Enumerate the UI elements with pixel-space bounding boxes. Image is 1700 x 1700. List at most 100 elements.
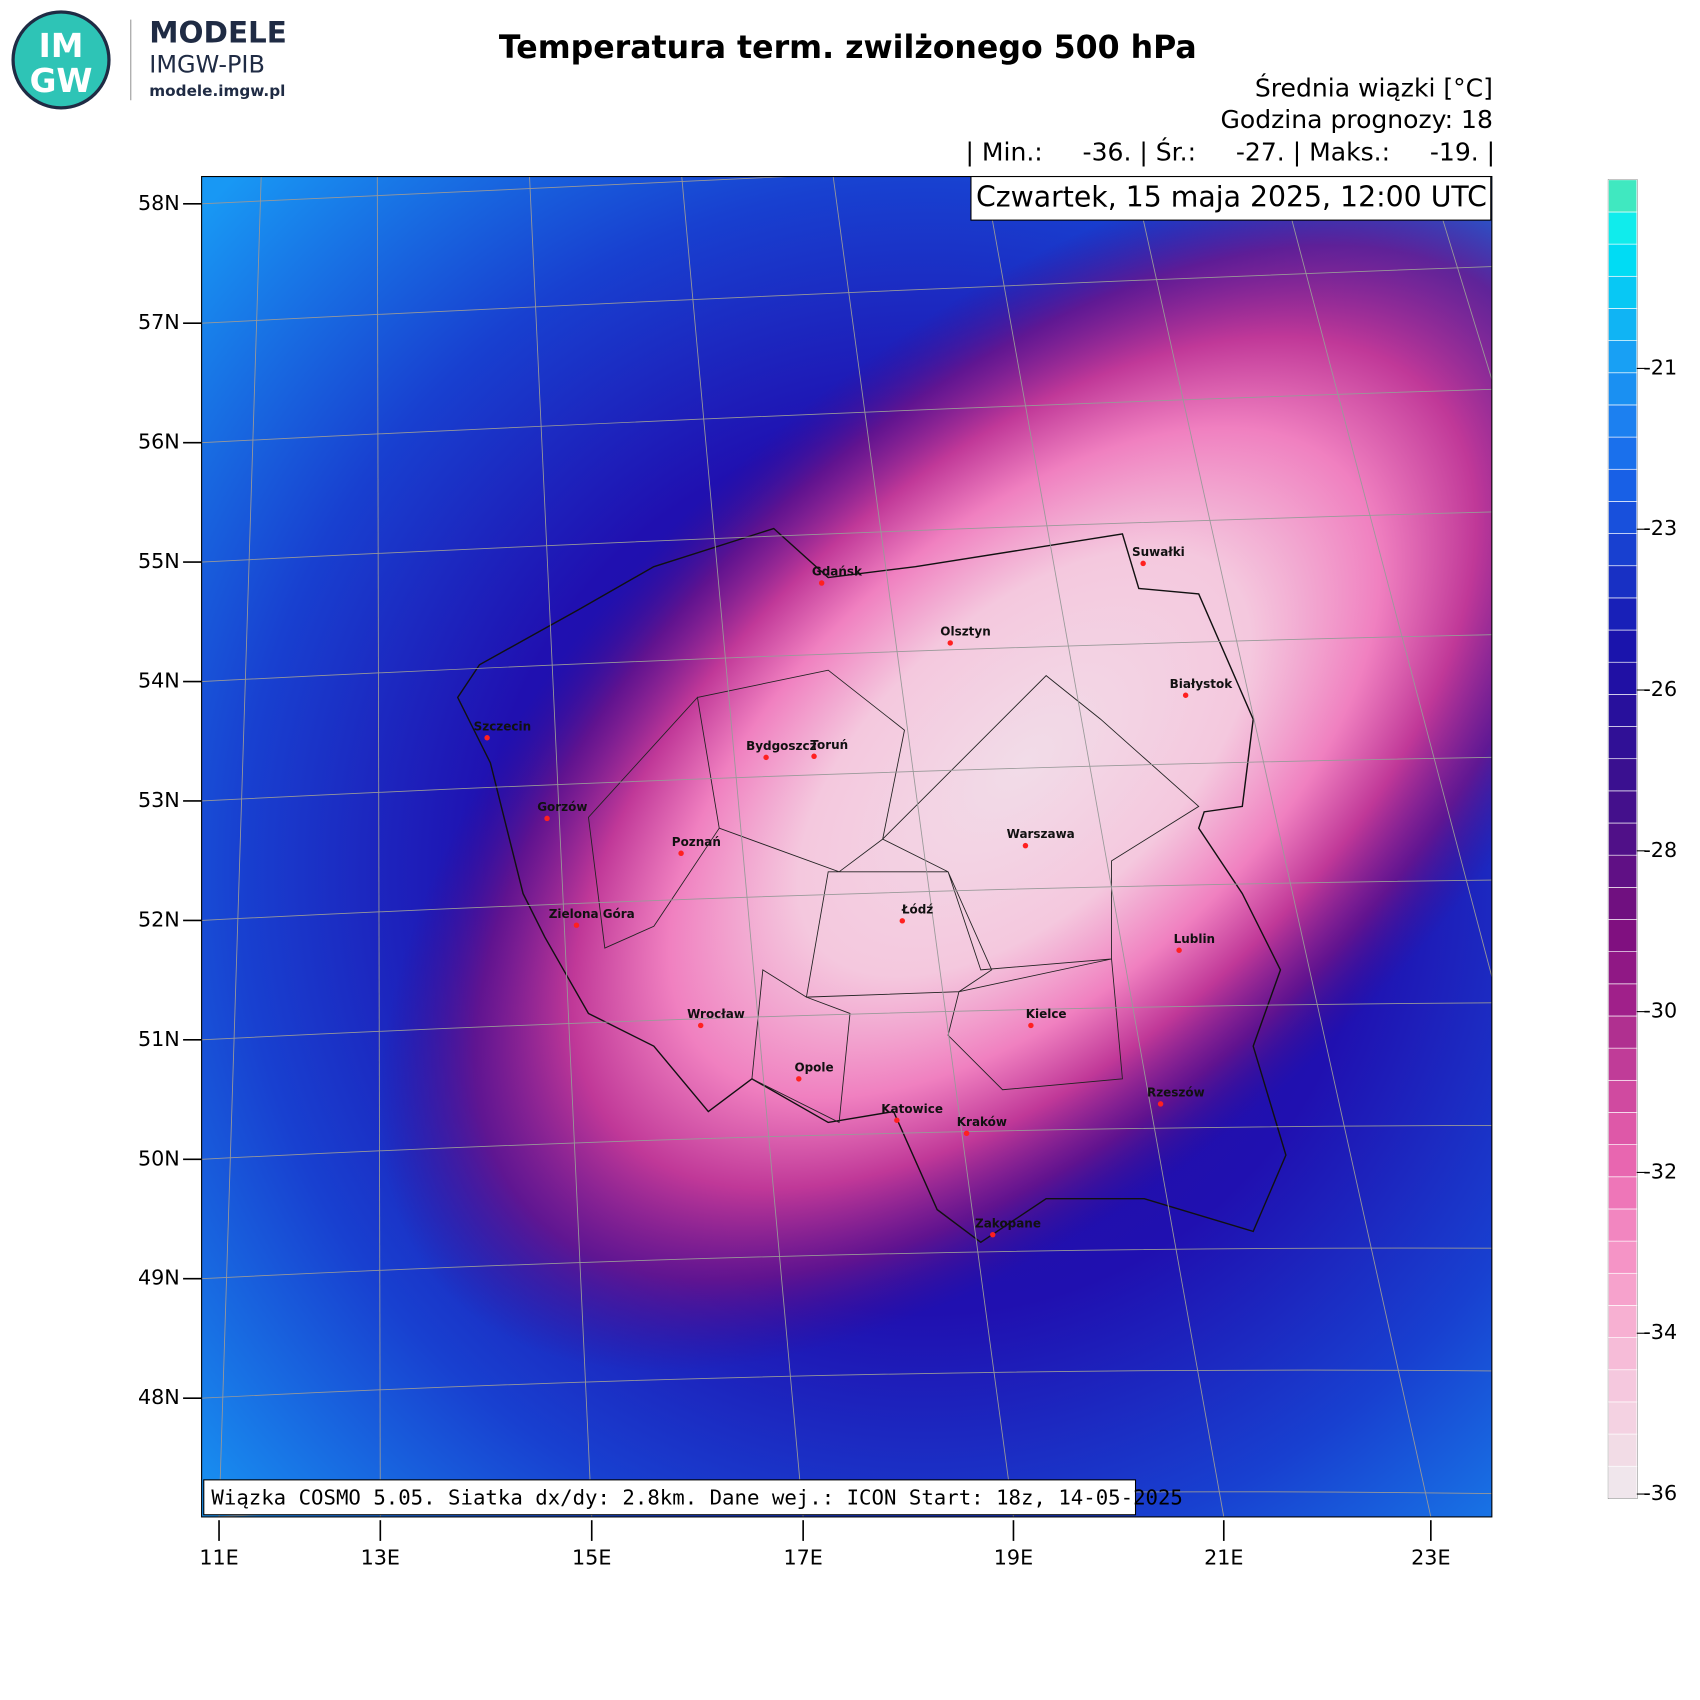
city-label: Łódź [901, 902, 933, 916]
logo-url: modele.imgw.pl [149, 82, 285, 100]
meridian [114, 177, 185, 1517]
region-borders [588, 669, 1200, 1124]
colorbar-segment [1608, 243, 1638, 277]
city-dot [544, 815, 550, 822]
date: Czwartek, 15 maja 2025, 12:00 UTC [976, 180, 1487, 213]
colorbar-segment [1608, 1401, 1638, 1435]
colorbar-tick-label: -23 [1643, 516, 1677, 540]
poland-border [456, 527, 1287, 1244]
lon-label: 13E [361, 1545, 400, 1569]
city-label: Zakopane [975, 1216, 1041, 1230]
city-label: Wrocław [687, 1007, 745, 1021]
city-dot [1157, 1101, 1164, 1107]
city-label: Kraków [957, 1115, 1007, 1129]
parallel [201, 511, 1492, 563]
colorbar-tick-label: -36 [1643, 1481, 1677, 1505]
city-dot [899, 918, 906, 924]
lon-label: 11E [199, 1545, 238, 1569]
colorbar-segment [1608, 436, 1638, 470]
city-dot [763, 754, 769, 761]
city-label: Suwałki [1132, 545, 1185, 559]
colorbar-segment [1608, 1465, 1638, 1499]
city-label: Białystok [1170, 677, 1234, 691]
colorbar-segment [1608, 1433, 1638, 1467]
meridian [984, 176, 1225, 1517]
colorbar-segment [1608, 340, 1638, 374]
city-dot [818, 580, 825, 586]
colorbar-segment [1608, 758, 1638, 792]
colorbar-segment [1608, 1305, 1638, 1338]
city-label: Rzeszów [1147, 1086, 1205, 1100]
parallel [201, 1002, 1492, 1041]
city-dot [894, 1117, 900, 1123]
lat-label: 56N [138, 430, 180, 454]
colorbar-segment [1608, 275, 1638, 309]
city-label: Gdańsk [812, 565, 863, 579]
colorbar-tick-label: -21 [1643, 355, 1677, 379]
city-dot [811, 753, 817, 760]
colorbar-segment [1608, 726, 1638, 760]
city-label: Opole [794, 1060, 833, 1074]
logo-abbr-bottom: GW [30, 62, 93, 100]
parallel [201, 1369, 1492, 1399]
city-dot [573, 922, 580, 928]
colorbar-segment [1608, 308, 1638, 341]
lat-label: 52N [138, 907, 180, 931]
colorbar-segment [1608, 1112, 1638, 1145]
city-dot [1176, 947, 1182, 953]
city-dot [963, 1130, 970, 1137]
meridian [376, 176, 381, 1517]
colorbar: -36 -34 -32 -30 -28 -26 -23 -21 [1608, 179, 1677, 1505]
colorbar-segment [1608, 404, 1638, 438]
logo-abbr-top: IM [39, 27, 84, 65]
colorbar-segment [1608, 854, 1638, 888]
city-label: Lublin [1174, 932, 1215, 946]
colorbar-segment [1608, 1272, 1638, 1306]
logo-name: MODELE [149, 15, 287, 49]
colorbar-segment [1608, 179, 1638, 213]
city-dot [1028, 1022, 1034, 1029]
logo: IM GW MODELE IMGW-PIB modele.imgw.pl [11, 10, 287, 110]
field-cold-core [378, 176, 1492, 1372]
city-label: Szczecin [474, 719, 531, 733]
colorbar-tick-label: -30 [1643, 999, 1677, 1023]
city-label: Warszawa [1007, 827, 1075, 841]
colorbar-segment [1608, 919, 1638, 952]
colorbar-segment [1608, 1079, 1638, 1113]
meridian [1133, 176, 1432, 1517]
parallel [201, 879, 1492, 921]
map-frame [201, 175, 1493, 1518]
colorbar-segment [1608, 1176, 1638, 1210]
colorbar-segment [1608, 597, 1638, 631]
colorbar-segment [1608, 694, 1638, 727]
city-dot [484, 735, 490, 741]
city-dot [990, 1231, 996, 1238]
colorbar-segment [1608, 1369, 1638, 1403]
meridian [529, 176, 593, 1517]
meridian [832, 176, 1014, 1517]
date-box [970, 175, 1492, 221]
colorbar-segment [1608, 501, 1638, 534]
city-dot [678, 850, 684, 856]
logo-circle [13, 11, 109, 108]
colorbar-tick-label: -28 [1643, 838, 1677, 862]
parallel [201, 634, 1492, 682]
colorbar-segment [1608, 1337, 1638, 1371]
city-label: Zielona Góra [549, 907, 635, 921]
lat-label: 48N [138, 1385, 180, 1409]
lat-label: 55N [138, 549, 180, 573]
lat-label: 58N [138, 191, 180, 215]
colorbar-tick-label: -32 [1643, 1159, 1677, 1183]
city-label: Poznań [672, 835, 721, 849]
colorbar-segment [1608, 790, 1638, 824]
stats-line: | Min.: -36. | Śr.: -27. | Maks.: -19. | [966, 137, 1496, 167]
field [114, 176, 1492, 1517]
city-label: Kielce [1026, 1007, 1067, 1021]
colorbar-segment [1608, 951, 1638, 985]
lat-label: 57N [138, 310, 180, 334]
footer-box [203, 1479, 1137, 1516]
colorbar-segment [1608, 822, 1638, 856]
lon-label: 15E [572, 1545, 611, 1569]
cities: Gdańsk Olsztyn Suwałki Białystok Szczecin Byd… [474, 545, 1234, 1238]
